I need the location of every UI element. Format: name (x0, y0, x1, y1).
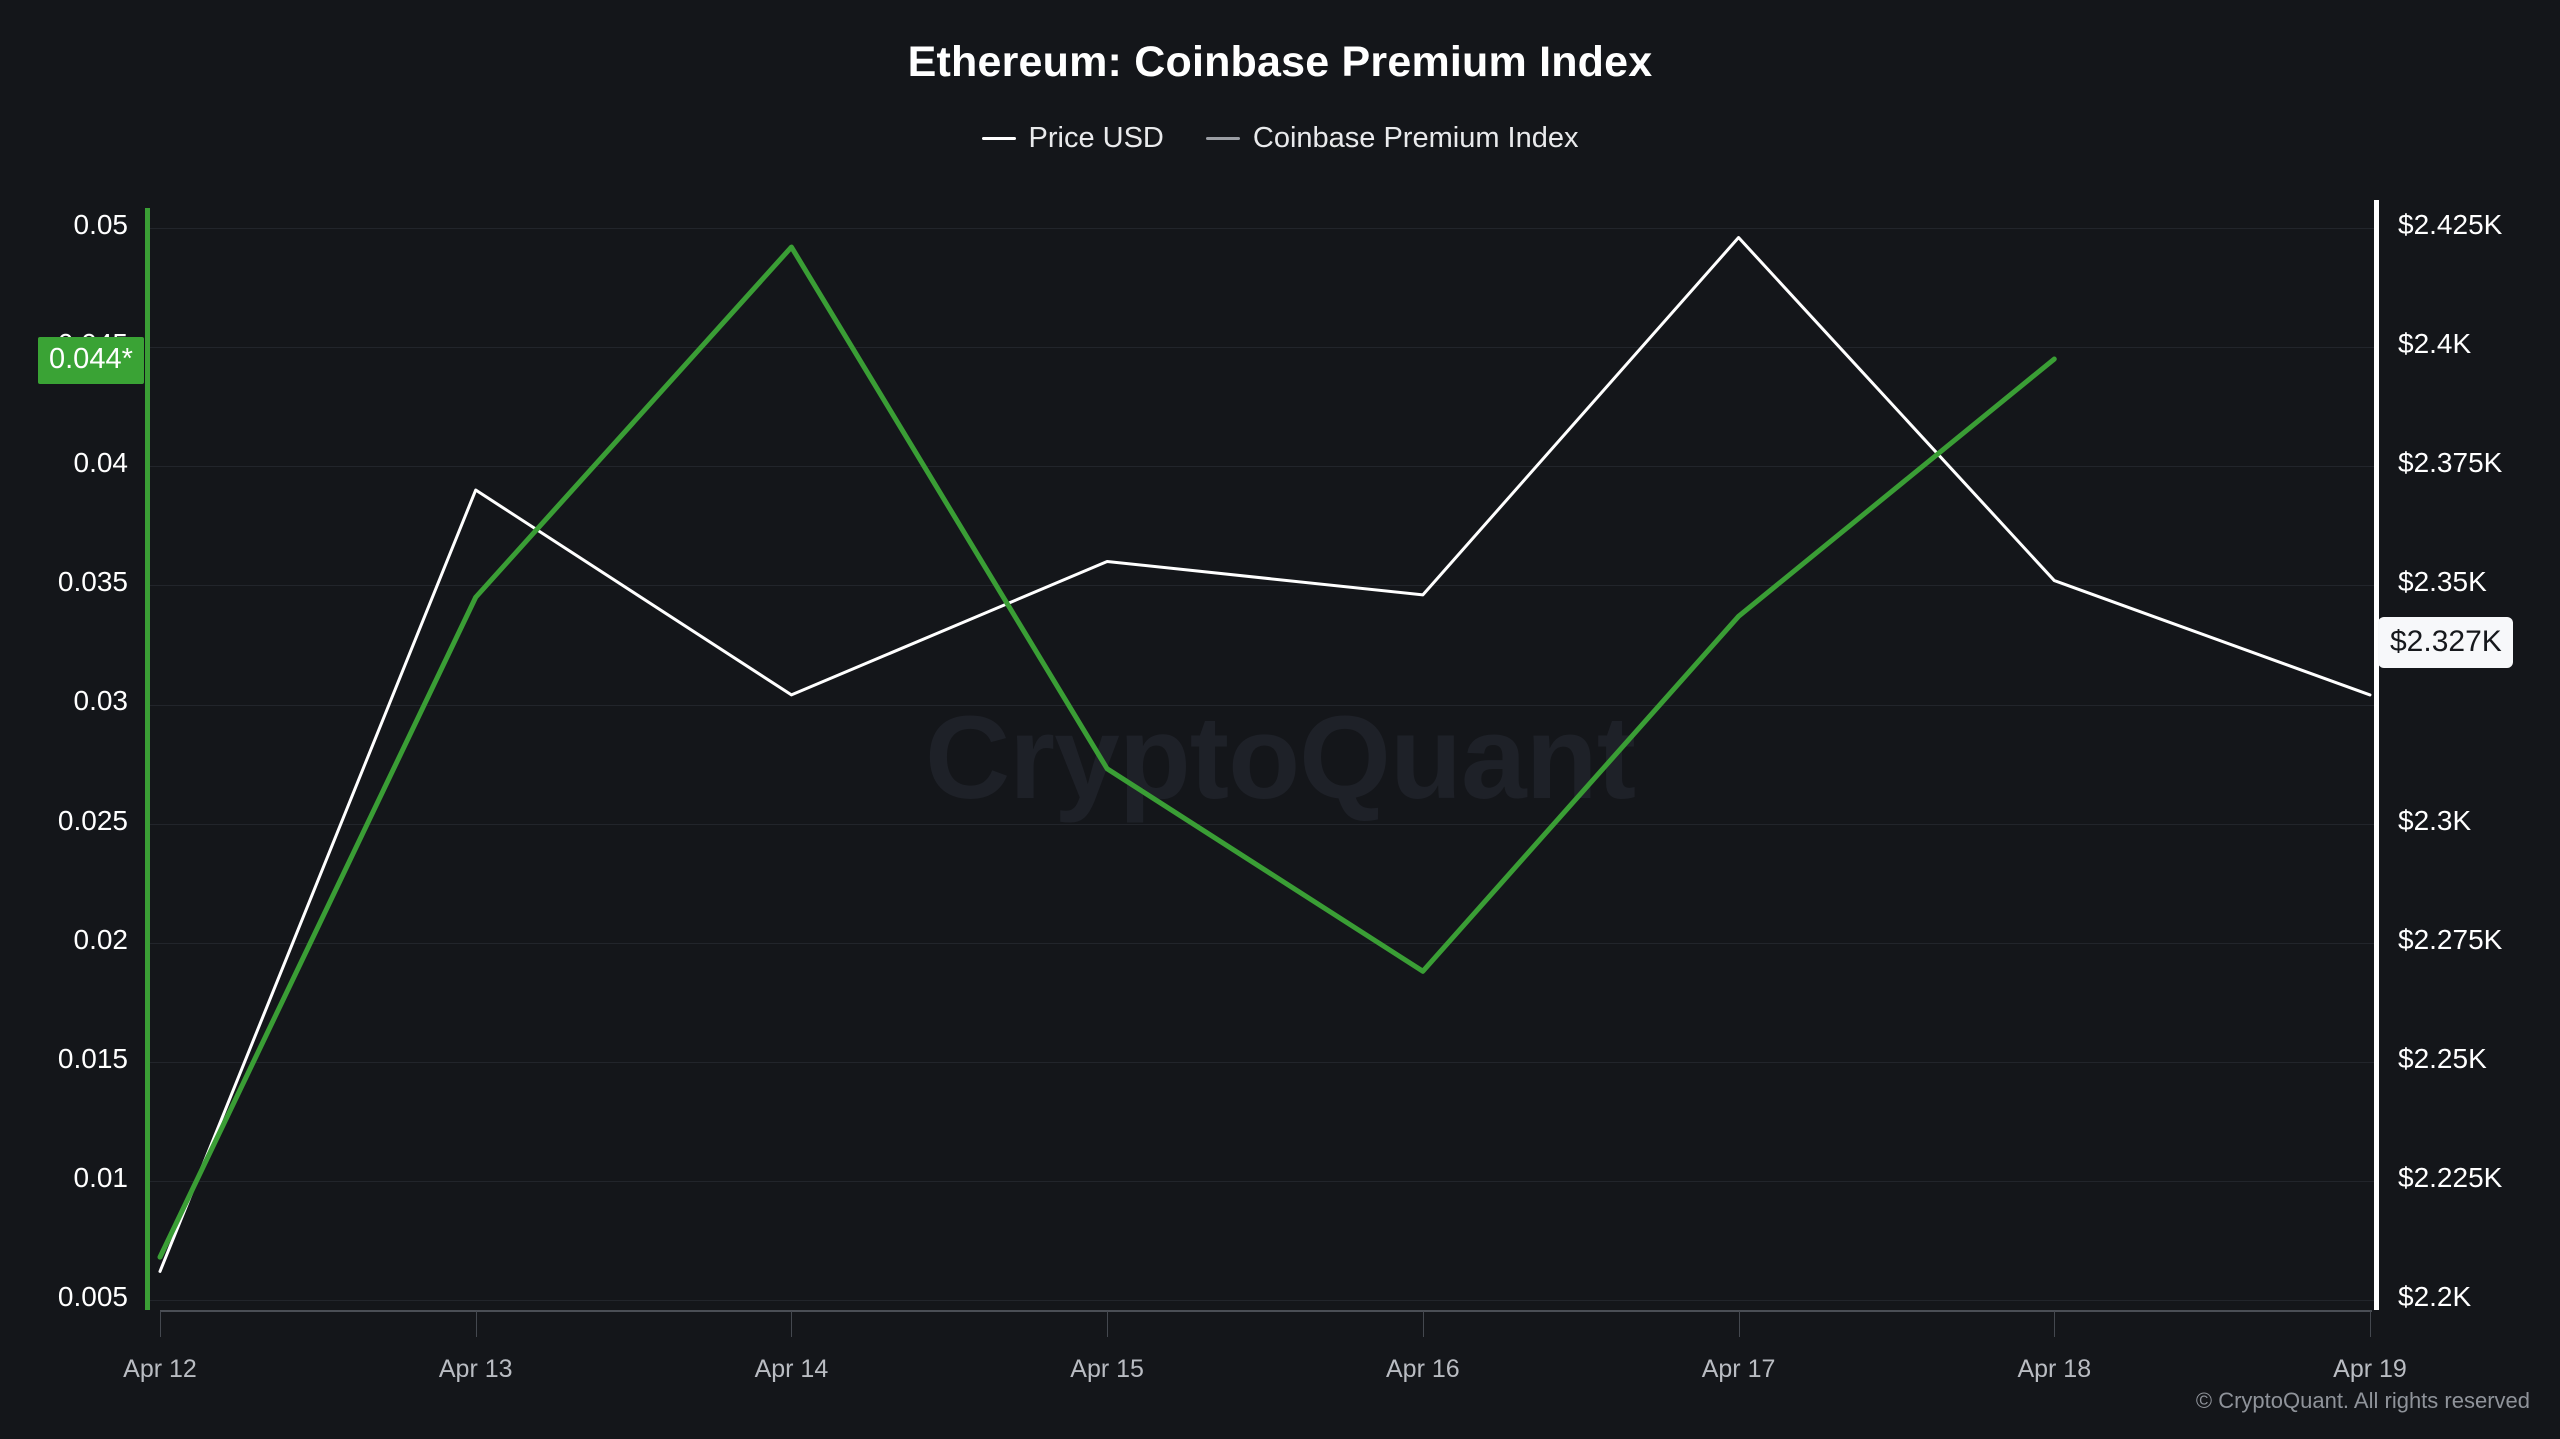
gridline (147, 705, 2375, 706)
gridline (147, 228, 2375, 229)
axis-right-tick-label: $2.2K (2398, 1281, 2472, 1312)
axis-bottom-tick (2370, 1311, 2371, 1337)
axis-bottom-tick-label: Apr 14 (754, 1355, 829, 1383)
axis-bottom-tick (2054, 1311, 2056, 1337)
axis-right-spine (2374, 200, 2379, 1310)
axis-left-tick-label: 0.05 (73, 209, 129, 240)
chart-legend: Price USD Coinbase Premium Index (0, 122, 2560, 155)
axis-right-tick-label: $2.275K (2398, 923, 2503, 955)
axis-right-tick-label: $2.25K (2398, 1042, 2487, 1074)
legend-label-coinbase-premium-index: Coinbase Premium Index (1252, 122, 1579, 154)
gridline (147, 466, 2375, 467)
axis-bottom-tick-label: Apr 13 (438, 1355, 513, 1383)
axis-left-tick-label: 0.035 (57, 566, 128, 598)
page-title: Ethereum: Coinbase Premium Index (907, 38, 1653, 86)
axis-left-tick-label: 0.02 (73, 923, 129, 955)
gridline (147, 1181, 2375, 1182)
axis-bottom-tick-label: Apr 12 (123, 1355, 197, 1383)
axis-left-tick-label: 0.04 (73, 447, 129, 479)
axis-right-tick-label: $2.425K (2398, 209, 2503, 240)
right-axis-value-badge: $2.327K (2378, 617, 2513, 668)
axis-left-tick-label: 0.01 (73, 1161, 129, 1193)
left-axis-value-badge: 0.044* (38, 337, 144, 384)
axis-left-tick-label: 0.03 (73, 685, 129, 717)
axis-left-tick-label: 0.025 (57, 804, 128, 836)
axis-bottom-tick (475, 1311, 477, 1337)
axis-bottom-tick-label: Apr 19 (2333, 1355, 2407, 1383)
gridline (147, 1062, 2375, 1063)
axis-right-tick-label: $2.3K (2398, 804, 2472, 836)
axis-bottom-tick-label: Apr 17 (1701, 1355, 1776, 1383)
legend-swatch-price-usd (981, 137, 1016, 140)
gridline (147, 824, 2375, 825)
gridline (147, 1300, 2375, 1301)
axis-bottom-tick (791, 1311, 793, 1337)
axis-right-tick-label: $2.35K (2398, 566, 2487, 598)
axis-right-tick-label: $2.4K (2398, 328, 2472, 360)
gridline (147, 585, 2375, 586)
gridline (147, 943, 2375, 944)
axis-left-spine (145, 208, 150, 1310)
axis-bottom-spine (160, 1310, 2372, 1312)
axis-bottom-tick-label: Apr 18 (2017, 1355, 2092, 1383)
axis-bottom-tick (1107, 1311, 1109, 1337)
axis-bottom-tick (1422, 1311, 1424, 1337)
series-line-coinbase-premium-index (157, 244, 2057, 1260)
axis-bottom-tick (160, 1311, 161, 1337)
legend-item-coinbase-premium-index[interactable]: Coinbase Premium Index (1205, 122, 1579, 155)
legend-item-price-usd[interactable]: Price USD (981, 122, 1164, 155)
axis-right-tick-label: $2.225K (2398, 1161, 2503, 1193)
axis-right-tick-label: $2.375K (2398, 447, 2503, 479)
gridline (147, 347, 2375, 348)
copyright-notice: © CryptoQuant. All rights reserved (2195, 1388, 2530, 1413)
axis-bottom-tick-label: Apr 15 (1070, 1355, 1144, 1383)
legend-swatch-coinbase-premium-index (1205, 137, 1240, 140)
axis-bottom-tick (1738, 1311, 1740, 1337)
plot-area (147, 228, 2375, 1301)
axis-left-labels: 0.050.0450.040.0350.030.0250.020.0150.01… (0, 0, 128, 1439)
axis-left-tick-label: 0.005 (57, 1281, 128, 1312)
axis-bottom-tick-label: Apr 16 (1386, 1355, 1460, 1383)
legend-label-price-usd: Price USD (1028, 122, 1164, 154)
axis-left-tick-label: 0.015 (57, 1042, 128, 1074)
series-lines (157, 236, 2372, 1273)
series-line-price-usd (158, 236, 2372, 1273)
